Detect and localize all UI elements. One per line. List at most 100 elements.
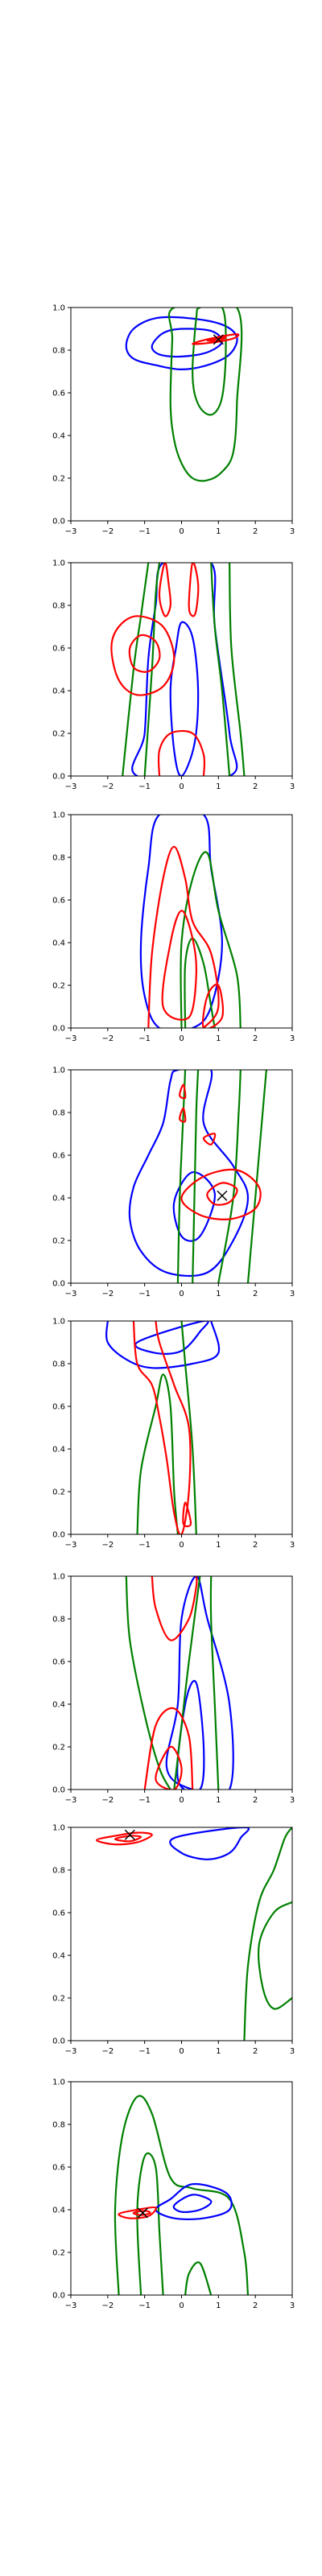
red-contour-8: [128, 634, 161, 673]
contour-group: [125, 1576, 234, 1790]
x-tick-label: 1: [216, 1796, 221, 1805]
blue-contour-2: [169, 621, 200, 776]
red-contour-7: [143, 1707, 194, 1790]
axes-frame: [70, 1575, 293, 1790]
panel-3: −3 −2 −1 0 1 2 3 0.0 0.2 0.4 0.6 0.8 1.0: [52, 811, 295, 1044]
y-tick-label: 0.4: [52, 1952, 65, 1961]
blue-contour-2: [172, 1171, 216, 1242]
y-tick-label: 0.0: [52, 2037, 65, 2046]
x-tick-label: −3: [65, 782, 77, 791]
red-contour-5: [192, 333, 240, 345]
contour-group: [114, 2095, 250, 2295]
y-tick-label: 0.2: [52, 1744, 65, 1752]
y-tick-label: 1.0: [52, 304, 65, 313]
x-tick-label: 0: [179, 1290, 184, 1298]
x-tick-label: −3: [65, 1796, 77, 1805]
y-tick-label: 0.2: [52, 2249, 65, 2258]
y-tick-label: 0.4: [52, 1701, 65, 1710]
y-tick-label: 0.8: [52, 2121, 65, 2130]
green-contour-5: [210, 563, 231, 776]
x-tick-label: −1: [138, 1034, 151, 1043]
x-tick-label: 0: [179, 1796, 184, 1805]
y-tick-label: 0.4: [52, 1195, 65, 1203]
red-contour-11: [179, 1107, 187, 1123]
x-tick-label: 2: [253, 1034, 258, 1043]
green-contour-3: [258, 1901, 292, 2010]
x-tick-label: −2: [101, 1796, 114, 1805]
y-tick-label: 1.0: [52, 2079, 65, 2087]
green-contour-6: [246, 1070, 267, 1283]
green-contour-4: [192, 308, 227, 416]
x-tick-label: −3: [65, 1034, 77, 1043]
contour-group: [110, 563, 246, 776]
y-tick-label: 0.6: [52, 1403, 65, 1412]
green-contour-3: [176, 1070, 187, 1283]
y-tick-label: 0.6: [52, 1658, 65, 1667]
x-tick-label: 0: [179, 527, 184, 536]
y-tick-label: 0.4: [52, 2207, 65, 2215]
y-tick-label: 0.6: [52, 2164, 65, 2173]
green-contour-5: [209, 1576, 220, 1790]
red-contour-9: [158, 563, 172, 617]
red-contour-4: [147, 845, 220, 1028]
red-contour-5: [132, 1321, 192, 1534]
green-contour-3: [167, 308, 243, 482]
axes-frame: [70, 1320, 293, 1535]
y-tick-label: 0.2: [52, 1237, 65, 1246]
red-contour-6: [206, 336, 227, 342]
x-tick-label: 1: [216, 1290, 221, 1298]
x-marker: [217, 1190, 228, 1201]
y-tick-label: 0.8: [52, 1867, 65, 1876]
panel-7: −3 −2 −1 0 1 2 3 0.0 0.2 0.4 0.6 0.8 1.0: [52, 1824, 295, 2057]
blue-contour-1: [125, 316, 238, 370]
x-tick-label: 3: [290, 1541, 295, 1550]
x-tick-label: 3: [290, 1290, 295, 1298]
x-tick-label: 0: [179, 2047, 184, 2056]
x-tick-label: −1: [138, 782, 151, 791]
y-tick-label: 0.0: [52, 1786, 65, 1795]
blue-contour-1: [131, 563, 238, 776]
red-contour-4: [96, 1831, 153, 1846]
y-tick-label: 1.0: [52, 1067, 65, 1075]
x-tick-label: −2: [101, 782, 114, 791]
panel-2: −3 −2 −1 0 1 2 3 0.0 0.2 0.4 0.6 0.8 1.0: [52, 559, 295, 792]
x-tick-label: 0: [179, 782, 184, 791]
green-contour-5: [217, 1070, 242, 1283]
green-contour-6: [229, 563, 246, 776]
panel-4: −3 −2 −1 0 1 2 3 0.0 0.2 0.4 0.6 0.8 1.0: [52, 1067, 295, 1299]
x-tick-label: 3: [290, 2301, 295, 2310]
y-tick-label: 1.0: [52, 1573, 65, 1582]
blue-contour-1: [139, 815, 223, 1028]
x-tick-label: 1: [216, 2047, 221, 2056]
green-contour-1: [114, 2095, 250, 2295]
contour-group: [105, 1321, 221, 1534]
red-contour-11: [157, 729, 206, 776]
x-tick-label: 0: [179, 1034, 184, 1043]
x-tick-label: 1: [216, 2301, 221, 2310]
x-tick-label: −3: [65, 2301, 77, 2310]
y-tick-label: 1.0: [52, 559, 65, 568]
red-contour-6: [151, 1576, 198, 1641]
x-tick-label: 0: [179, 1541, 184, 1550]
y-tick-label: 0.0: [52, 518, 65, 526]
x-tick-label: 1: [216, 527, 221, 536]
y-tick-label: 0.8: [52, 602, 65, 611]
green-contour-3: [136, 1373, 179, 1534]
blue-contour-1: [105, 1321, 221, 1369]
x-marker: [137, 2207, 148, 2219]
blue-contour-4: [155, 2182, 233, 2221]
y-tick-label: 0.8: [52, 1109, 65, 1118]
y-tick-label: 0.2: [52, 475, 65, 484]
y-tick-label: 1.0: [52, 811, 65, 820]
x-marker: [213, 334, 224, 345]
y-tick-label: 1.0: [52, 1824, 65, 1833]
x-tick-label: −1: [138, 2047, 151, 2056]
axes-frame: [70, 1069, 293, 1284]
y-tick-label: 0.0: [52, 1531, 65, 1540]
contour-group: [125, 308, 243, 482]
x-tick-label: 3: [290, 527, 295, 536]
green-contour-2: [180, 851, 242, 1028]
y-tick-label: 1.0: [52, 1318, 65, 1327]
x-tick-label: −3: [65, 1290, 77, 1298]
green-contour-3: [184, 937, 216, 1028]
